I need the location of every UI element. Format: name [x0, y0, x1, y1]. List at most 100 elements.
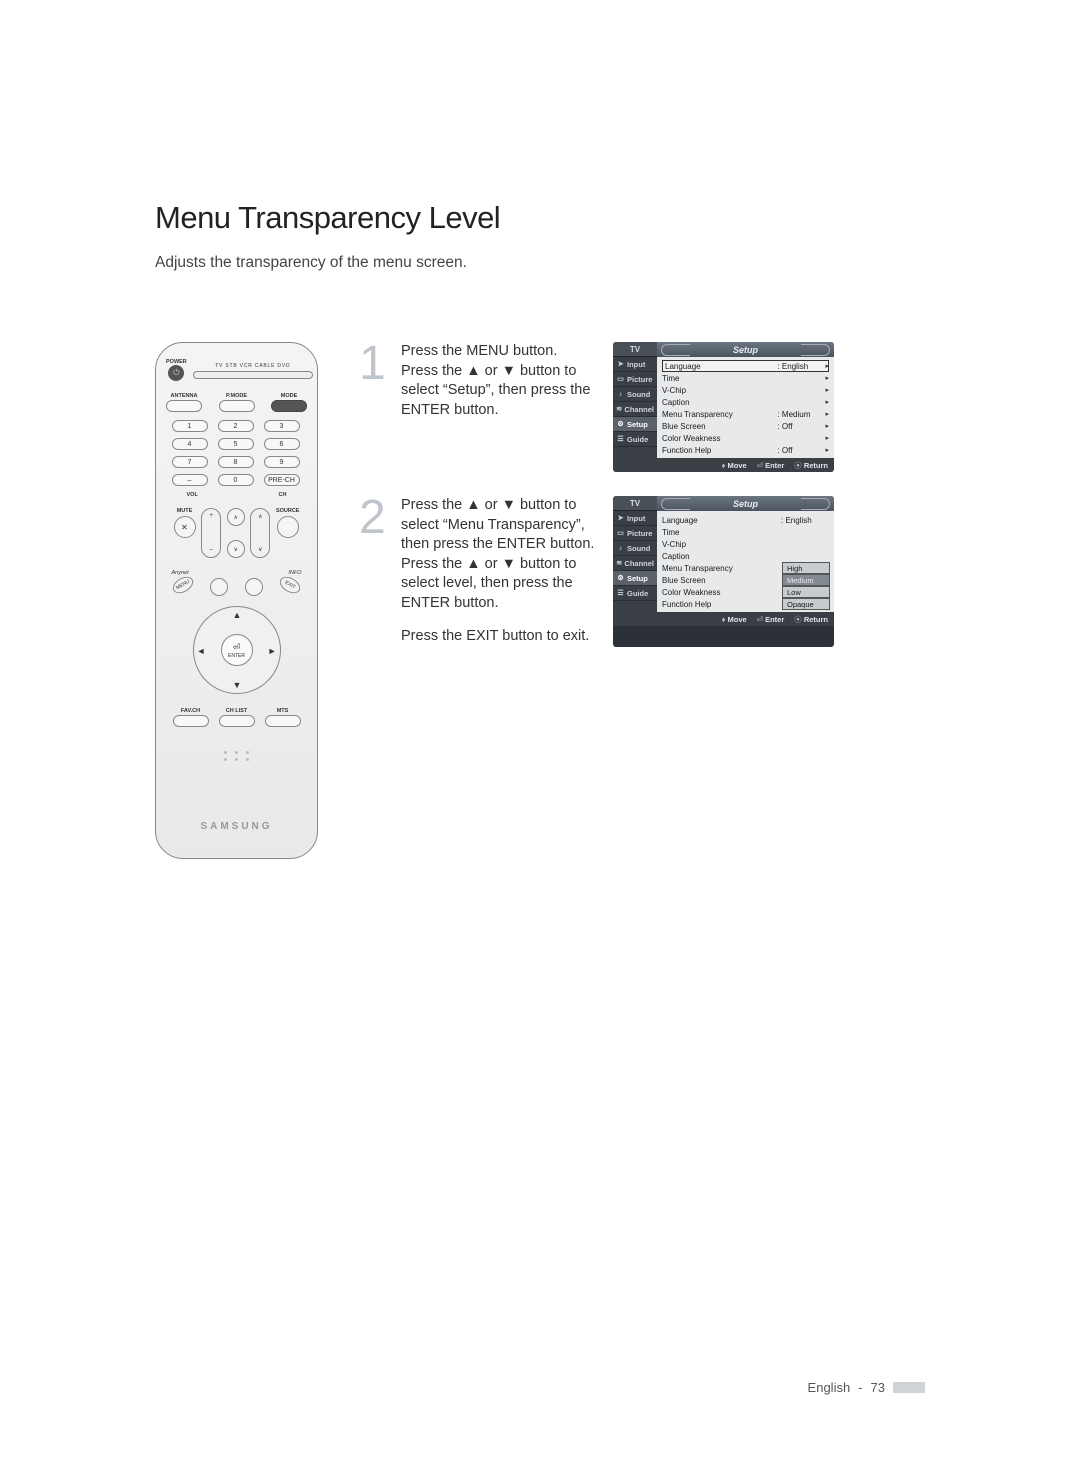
step-2-text-exit: Press the EXIT button to exit. — [401, 627, 601, 647]
osd-row: Function Help: Off▸ — [662, 444, 829, 456]
num-8: 8 — [218, 456, 254, 468]
osd-row: Blue Screen: Off▸ — [662, 420, 829, 432]
number-pad: 123456789–0PRE-CH — [172, 420, 302, 486]
footer-page-number: 73 — [871, 1380, 885, 1395]
osd-row: Blue ScreenMedium — [662, 574, 829, 586]
osd-row: Time▸ — [662, 372, 829, 384]
osd-option: High — [783, 563, 829, 573]
power-button: ⏻ — [168, 365, 184, 381]
step-1-text: Press the MENU button.Press the ▲ or ▼ b… — [401, 342, 601, 472]
osd-footer: ♦ Move ⏎ Enter ⦿ Return — [613, 458, 834, 472]
step-1-number: 1 — [359, 342, 393, 472]
num-–: – — [172, 474, 208, 486]
mute-button: ✕ — [174, 516, 196, 538]
num-9: 9 — [264, 456, 300, 468]
osd-tab-sound: ♪Sound — [613, 541, 657, 556]
step-1: 1 Press the MENU button.Press the ▲ or ▼… — [359, 342, 925, 472]
osd-tab-input: ➤Input — [613, 357, 657, 372]
osd-row: Menu TransparencyHigh — [662, 562, 829, 574]
osd-tv-label: TV — [613, 342, 657, 357]
mute-label: MUTE — [177, 508, 193, 514]
osd-tab-guide: ☰Guide — [613, 432, 657, 447]
pmode-button — [219, 400, 255, 412]
info-button — [245, 578, 263, 596]
footer-lang: English — [808, 1380, 851, 1395]
step-2-number: 2 — [359, 496, 393, 647]
ch-label: CH — [279, 492, 287, 498]
chlist-label: CH LIST — [226, 708, 247, 714]
osd-tab-picture: ▭Picture — [613, 526, 657, 541]
osd-foot-move: ♦ Move — [722, 461, 747, 470]
source-label: SOURCE — [276, 508, 300, 514]
osd-tab-picture: ▭Picture — [613, 372, 657, 387]
vol-rocker: +– — [201, 508, 221, 558]
osd-tab-channel: ≋Channel — [613, 402, 657, 417]
osd-row: Language: English — [662, 514, 829, 526]
osd-option: Medium — [783, 575, 829, 585]
device-segment — [193, 371, 313, 379]
osd-main-panel: Language: EnglishTimeV-ChipCaptionMenu T… — [657, 511, 834, 612]
remote-illustration: POWER ⏻ TV STB VCR CABLE DVD ANTENNA P.M… — [155, 342, 319, 859]
info-label: INFO — [288, 570, 301, 576]
osd-row: Language: English▸ — [662, 360, 829, 372]
osd-tab-setup: ⚙Setup — [613, 571, 657, 586]
step-2-text: Press the ▲ or ▼ button to select “Menu … — [401, 496, 601, 613]
num-4: 4 — [172, 438, 208, 450]
remote-dots — [224, 751, 249, 761]
num-1: 1 — [172, 420, 208, 432]
osd-tab-channel: ≋Channel — [613, 556, 657, 571]
osd-title: Setup — [657, 496, 834, 511]
osd-sidebar: ➤Input▭Picture♪Sound≋Channel⚙Setup☰Guide — [613, 511, 657, 612]
num-6: 6 — [264, 438, 300, 450]
mts-label: MTS — [277, 708, 289, 714]
osd-row: Color WeaknessLow — [662, 586, 829, 598]
num-3: 3 — [264, 420, 300, 432]
brand-label: SAMSUNG — [200, 821, 272, 832]
mode-label: MODE — [281, 393, 298, 399]
mid-down-button: ∨ — [227, 540, 245, 558]
num-5: 5 — [218, 438, 254, 450]
enter-label: ENTER — [228, 653, 245, 659]
anynet-button — [210, 578, 228, 596]
source-button — [277, 516, 299, 538]
osd-row: Caption — [662, 550, 829, 562]
osd-tab-input: ➤Input — [613, 511, 657, 526]
num-7: 7 — [172, 456, 208, 468]
osd-foot-return: ⦿ Return — [794, 614, 828, 625]
ch-rocker: ∧∨ — [250, 508, 270, 558]
osd-tab-guide: ☰Guide — [613, 586, 657, 601]
exit-button: EXIT — [277, 573, 303, 596]
osd-sidebar: ➤Input▭Picture♪Sound≋Channel⚙Setup☰Guide — [613, 357, 657, 458]
osd-option: Opaque — [783, 599, 829, 609]
dpad: ▲ ▼ ◄ ► ⏎ENTER — [187, 600, 287, 700]
osd-screenshot-1: TV Setup ➤Input▭Picture♪Sound≋Channel⚙Se… — [613, 342, 834, 472]
osd-footer: ♦ Move ⏎ Enter ⦿ Return — [613, 612, 834, 626]
num-0: 0 — [218, 474, 254, 486]
favch-button — [173, 715, 209, 727]
osd-row: Function HelpOpaque — [662, 598, 829, 610]
num-PRE-CH: PRE-CH — [264, 474, 300, 486]
device-row: TV STB VCR CABLE DVD — [215, 363, 290, 369]
antenna-label: ANTENNA — [171, 393, 198, 399]
osd-row: Time — [662, 526, 829, 538]
osd-row: Menu Transparency: Medium▸ — [662, 408, 829, 420]
osd-row: Color Weakness▸ — [662, 432, 829, 444]
osd-foot-enter: ⏎ Enter — [757, 615, 785, 624]
osd-foot-move: ♦ Move — [722, 615, 747, 624]
mid-up-button: ∧ — [227, 508, 245, 526]
osd-main-panel: Language: English▸Time▸V-Chip▸Caption▸Me… — [657, 357, 834, 458]
osd-option: Low — [783, 587, 829, 597]
osd-foot-enter: ⏎ Enter — [757, 461, 785, 470]
antenna-button — [166, 400, 202, 412]
osd-title: Setup — [657, 342, 834, 357]
page-footer: English - 73 — [808, 1380, 925, 1395]
osd-row: Caption▸ — [662, 396, 829, 408]
page-subtitle: Adjusts the transparency of the menu scr… — [155, 254, 925, 272]
step-2: 2 Press the ▲ or ▼ button to select “Men… — [359, 496, 925, 647]
osd-tab-sound: ♪Sound — [613, 387, 657, 402]
osd-tab-setup: ⚙Setup — [613, 417, 657, 432]
chlist-button — [219, 715, 255, 727]
favch-label: FAV.CH — [181, 708, 200, 714]
page-title: Menu Transparency Level — [155, 200, 925, 236]
osd-foot-return: ⦿ Return — [794, 460, 828, 471]
